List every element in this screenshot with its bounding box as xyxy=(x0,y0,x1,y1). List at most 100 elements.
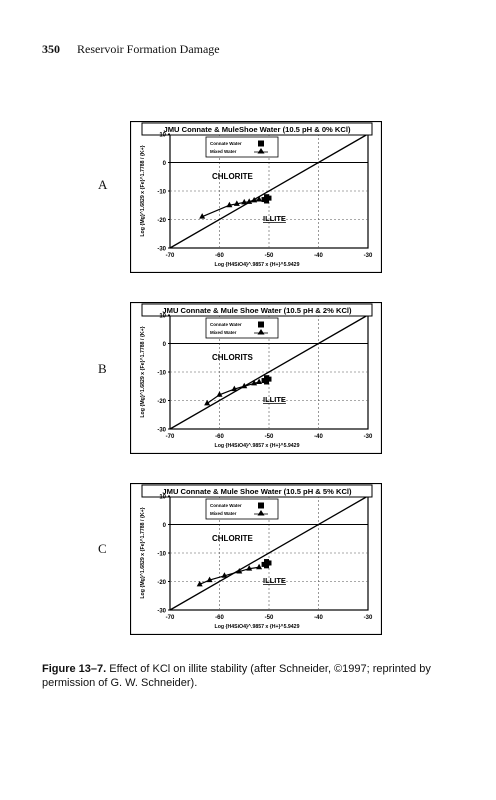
chart-title: JMU Connate & Mule Shoe Water (10.5 pH &… xyxy=(162,487,352,496)
data-point-triangle xyxy=(256,196,263,202)
data-point-triangle xyxy=(231,385,238,392)
data-point-triangle xyxy=(251,196,258,203)
x-tick-label: -40 xyxy=(314,615,323,621)
series-square xyxy=(261,375,272,385)
x-tick-label: -70 xyxy=(166,615,175,621)
y-tick-label: -20 xyxy=(157,218,166,224)
figure-label: Figure 13–7. xyxy=(42,663,107,675)
y-tick-label: -30 xyxy=(157,247,166,253)
x-axis-label: Log {H4SiO4}^.9857 x {H+}^5.9429 xyxy=(215,624,300,630)
x-tick-label: -50 xyxy=(265,253,274,259)
y-tick-label: 10 xyxy=(159,133,166,139)
chart-title: JMU Connate & MuleShoe Water (10.5 pH & … xyxy=(163,125,351,134)
data-point-triangle xyxy=(221,572,228,578)
chart-svg: JMU Connate & Mule Shoe Water (10.5 pH &… xyxy=(129,301,383,455)
series-square xyxy=(261,194,272,204)
series-square xyxy=(261,559,272,569)
legend-square-marker xyxy=(258,321,264,328)
legend: Connate Water Mixed Water xyxy=(205,498,279,520)
series-triangle xyxy=(199,196,263,219)
x-tick-label: -70 xyxy=(166,434,175,440)
data-point-triangle xyxy=(241,382,248,389)
series-triangle xyxy=(204,378,263,406)
x-tick-label: -70 xyxy=(166,253,175,259)
x-tick-label: -60 xyxy=(215,253,224,259)
y-tick-label: 0 xyxy=(163,161,167,167)
data-point-triangle xyxy=(199,213,206,219)
data-point-triangle xyxy=(233,200,240,206)
data-point-triangle xyxy=(216,391,223,397)
data-point-triangle xyxy=(204,399,211,406)
legend-triangle-marker xyxy=(257,148,265,154)
legend-label-mixed: Mixed Water xyxy=(210,149,237,154)
data-point-triangle xyxy=(246,565,253,571)
data-point-triangle xyxy=(236,568,243,574)
x-tick-label: -60 xyxy=(215,615,224,621)
caption-text: Effect of KCl on illite stability (after… xyxy=(42,663,431,689)
region-label-chlorite: CHLORITE xyxy=(212,172,254,181)
phase-boundary-line xyxy=(169,314,369,430)
data-point-square xyxy=(266,376,272,382)
phase-boundary-line xyxy=(169,133,369,249)
legend-label-connate: Connate Water xyxy=(210,322,242,327)
legend-label-mixed: Mixed Water xyxy=(210,330,237,335)
legend: Connate Water Mixed Water xyxy=(205,317,279,339)
running-title: Reservoir Formation Damage xyxy=(77,42,220,56)
y-axis-label: Log {Mg}^1.6829 x {Fe}^1.7788 / {K+} xyxy=(140,326,146,417)
series-triangle xyxy=(196,563,263,587)
legend: Connate Water Mixed Water xyxy=(205,136,279,158)
legend-triangle-marker xyxy=(257,329,265,335)
data-point-triangle xyxy=(226,201,233,208)
panel-label-c: C xyxy=(98,541,107,556)
y-tick-label: -30 xyxy=(157,428,166,434)
x-axis-label: Log {H4SiO4}^.9857 x {H+}^5.9429 xyxy=(215,262,300,268)
data-point-square xyxy=(266,560,272,566)
y-tick-label: -10 xyxy=(157,190,166,196)
x-tick-label: -60 xyxy=(215,434,224,440)
phase-boundary-line xyxy=(169,495,369,611)
y-tick-label: -20 xyxy=(157,399,166,405)
region-label-illite: ILLITE xyxy=(263,576,286,585)
y-axis-label: Log {Mg}^1.6829 x {Fe}^1.7788 / {K+} xyxy=(140,507,146,598)
data-point-triangle xyxy=(241,198,248,205)
region-label-illite: ILLITE xyxy=(263,395,286,404)
legend-box xyxy=(205,136,279,158)
y-tick-label: -10 xyxy=(157,552,166,558)
data-point-square xyxy=(261,197,267,203)
chart-panel-c: JMU Connate & Mule Shoe Water (10.5 pH &… xyxy=(129,482,383,640)
region-label-chlorite: CHLORITS xyxy=(212,353,254,362)
chart-title: JMU Connate & Mule Shoe Water (10.5 pH &… xyxy=(162,306,352,315)
y-tick-label: -20 xyxy=(157,580,166,586)
y-axis-label: Log {Mg}^1.6829 x {Fe}^1.7788 / {K+} xyxy=(140,145,146,236)
data-point-square xyxy=(261,561,267,567)
page-header: 350 Reservoir Formation Damage xyxy=(42,42,220,57)
legend-label-mixed: Mixed Water xyxy=(210,511,237,516)
y-tick-label: 0 xyxy=(163,342,167,348)
data-point-triangle xyxy=(246,198,253,204)
x-tick-label: -40 xyxy=(314,253,323,259)
data-point-triangle xyxy=(251,379,258,386)
legend-box xyxy=(205,317,279,339)
legend-square-marker xyxy=(258,502,264,509)
data-point-square xyxy=(266,195,272,201)
data-point-triangle xyxy=(256,563,263,570)
panel-label-b: B xyxy=(98,361,107,376)
region-label-chlorite: CHLORITE xyxy=(212,534,254,543)
chart-panel-b: JMU Connate & Mule Shoe Water (10.5 pH &… xyxy=(129,301,383,459)
panel-label-a: A xyxy=(98,177,108,192)
x-tick-label: -30 xyxy=(364,253,373,259)
x-tick-label: -30 xyxy=(364,434,373,440)
data-point-triangle xyxy=(206,576,213,583)
y-tick-label: 10 xyxy=(159,314,166,320)
title-box xyxy=(141,122,373,136)
data-point-triangle xyxy=(256,378,263,384)
legend-label-connate: Connate Water xyxy=(210,141,242,146)
x-tick-label: -50 xyxy=(265,615,274,621)
data-point-triangle xyxy=(196,580,203,587)
title-box xyxy=(141,303,373,317)
x-tick-label: -30 xyxy=(364,615,373,621)
chart-svg: JMU Connate & Mule Shoe Water (10.5 pH &… xyxy=(129,482,383,636)
chart-frame xyxy=(129,301,383,455)
x-tick-label: -50 xyxy=(265,434,274,440)
region-label-illite: ILLITE xyxy=(263,214,286,223)
